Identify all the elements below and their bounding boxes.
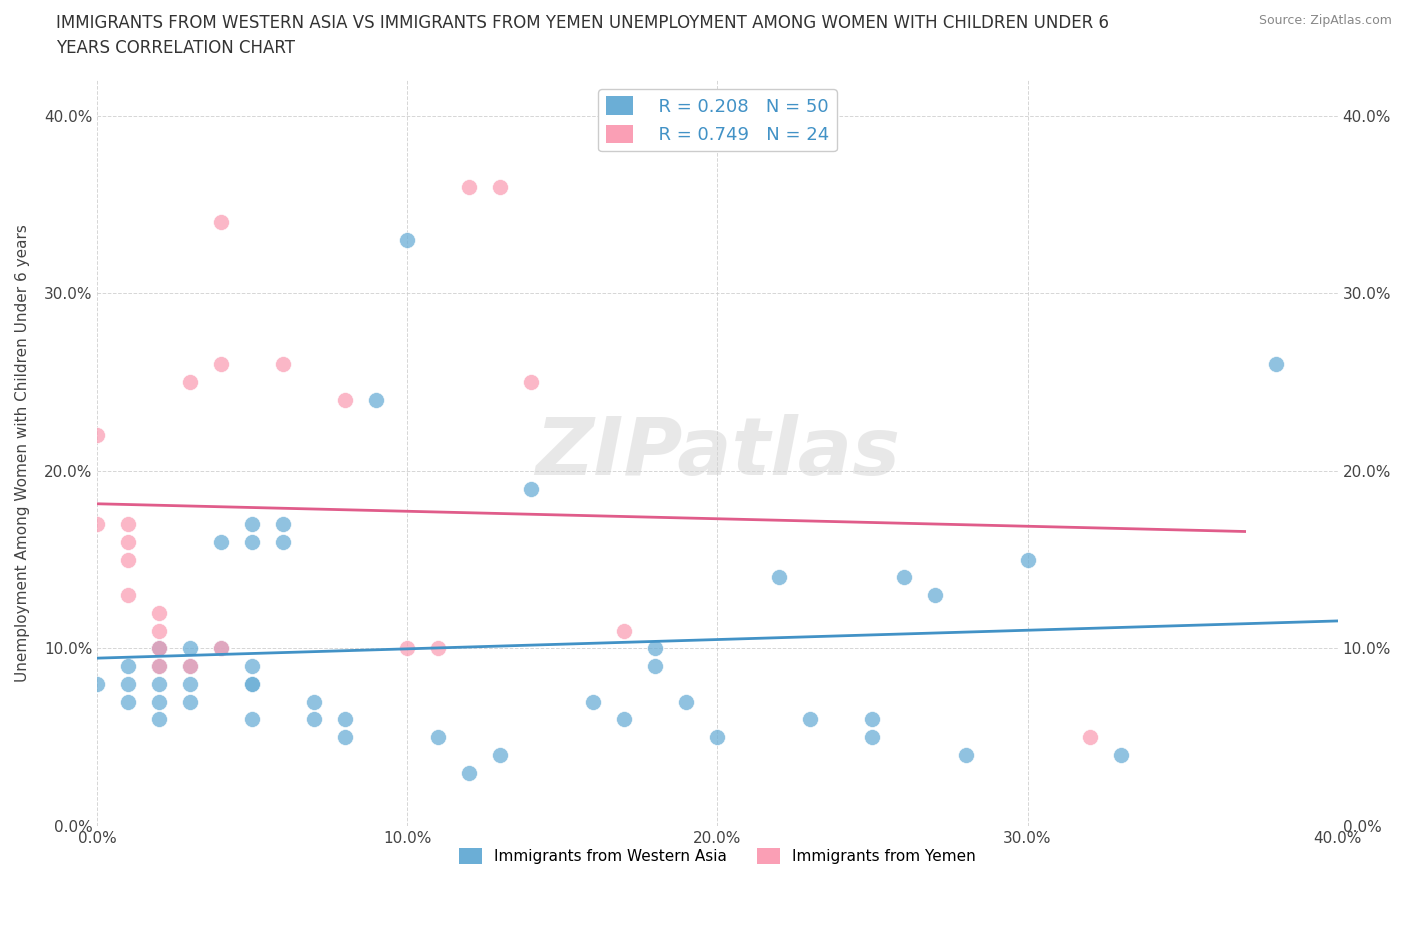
Point bbox=[271, 357, 294, 372]
Point bbox=[427, 641, 450, 656]
Text: ZIPatlas: ZIPatlas bbox=[534, 414, 900, 492]
Point bbox=[148, 676, 170, 691]
Point bbox=[240, 676, 263, 691]
Point bbox=[179, 658, 201, 673]
Point bbox=[148, 712, 170, 727]
Point bbox=[924, 588, 946, 603]
Point bbox=[148, 658, 170, 673]
Y-axis label: Unemployment Among Women with Children Under 6 years: Unemployment Among Women with Children U… bbox=[15, 224, 30, 682]
Point bbox=[117, 552, 139, 567]
Point bbox=[148, 641, 170, 656]
Point bbox=[240, 517, 263, 532]
Point bbox=[1109, 748, 1132, 763]
Point bbox=[582, 695, 605, 710]
Legend: Immigrants from Western Asia, Immigrants from Yemen: Immigrants from Western Asia, Immigrants… bbox=[453, 843, 983, 870]
Text: Source: ZipAtlas.com: Source: ZipAtlas.com bbox=[1258, 14, 1392, 27]
Point bbox=[1078, 730, 1101, 745]
Point bbox=[240, 658, 263, 673]
Point bbox=[768, 570, 790, 585]
Point bbox=[179, 676, 201, 691]
Point bbox=[613, 712, 636, 727]
Point bbox=[117, 676, 139, 691]
Point bbox=[396, 232, 419, 247]
Point bbox=[148, 658, 170, 673]
Point bbox=[209, 535, 232, 550]
Point bbox=[1017, 552, 1039, 567]
Point bbox=[955, 748, 977, 763]
Point bbox=[862, 730, 884, 745]
Point bbox=[489, 179, 512, 194]
Point bbox=[271, 535, 294, 550]
Point bbox=[86, 676, 108, 691]
Point bbox=[148, 695, 170, 710]
Point bbox=[117, 517, 139, 532]
Point bbox=[304, 695, 326, 710]
Point bbox=[675, 695, 697, 710]
Point bbox=[644, 641, 666, 656]
Point bbox=[396, 641, 419, 656]
Text: IMMIGRANTS FROM WESTERN ASIA VS IMMIGRANTS FROM YEMEN UNEMPLOYMENT AMONG WOMEN W: IMMIGRANTS FROM WESTERN ASIA VS IMMIGRAN… bbox=[56, 14, 1109, 32]
Point bbox=[335, 392, 357, 407]
Point bbox=[271, 517, 294, 532]
Point bbox=[520, 481, 543, 496]
Point bbox=[366, 392, 388, 407]
Point bbox=[458, 179, 481, 194]
Point bbox=[209, 215, 232, 230]
Point bbox=[86, 517, 108, 532]
Text: YEARS CORRELATION CHART: YEARS CORRELATION CHART bbox=[56, 39, 295, 57]
Point bbox=[117, 535, 139, 550]
Point bbox=[520, 375, 543, 390]
Point bbox=[1264, 357, 1286, 372]
Point bbox=[209, 357, 232, 372]
Point bbox=[613, 623, 636, 638]
Point bbox=[304, 712, 326, 727]
Point bbox=[427, 730, 450, 745]
Point bbox=[240, 676, 263, 691]
Point bbox=[179, 641, 201, 656]
Point bbox=[179, 658, 201, 673]
Point bbox=[240, 712, 263, 727]
Point bbox=[148, 641, 170, 656]
Point bbox=[644, 658, 666, 673]
Point bbox=[117, 695, 139, 710]
Point bbox=[706, 730, 728, 745]
Point bbox=[893, 570, 915, 585]
Point bbox=[240, 535, 263, 550]
Point bbox=[148, 605, 170, 620]
Point bbox=[799, 712, 821, 727]
Point bbox=[117, 658, 139, 673]
Point bbox=[148, 623, 170, 638]
Point bbox=[489, 748, 512, 763]
Point bbox=[458, 765, 481, 780]
Point bbox=[862, 712, 884, 727]
Point bbox=[117, 588, 139, 603]
Point bbox=[209, 641, 232, 656]
Point bbox=[86, 428, 108, 443]
Point bbox=[335, 712, 357, 727]
Point bbox=[179, 375, 201, 390]
Point bbox=[209, 641, 232, 656]
Point bbox=[179, 695, 201, 710]
Point bbox=[335, 730, 357, 745]
Point bbox=[148, 641, 170, 656]
